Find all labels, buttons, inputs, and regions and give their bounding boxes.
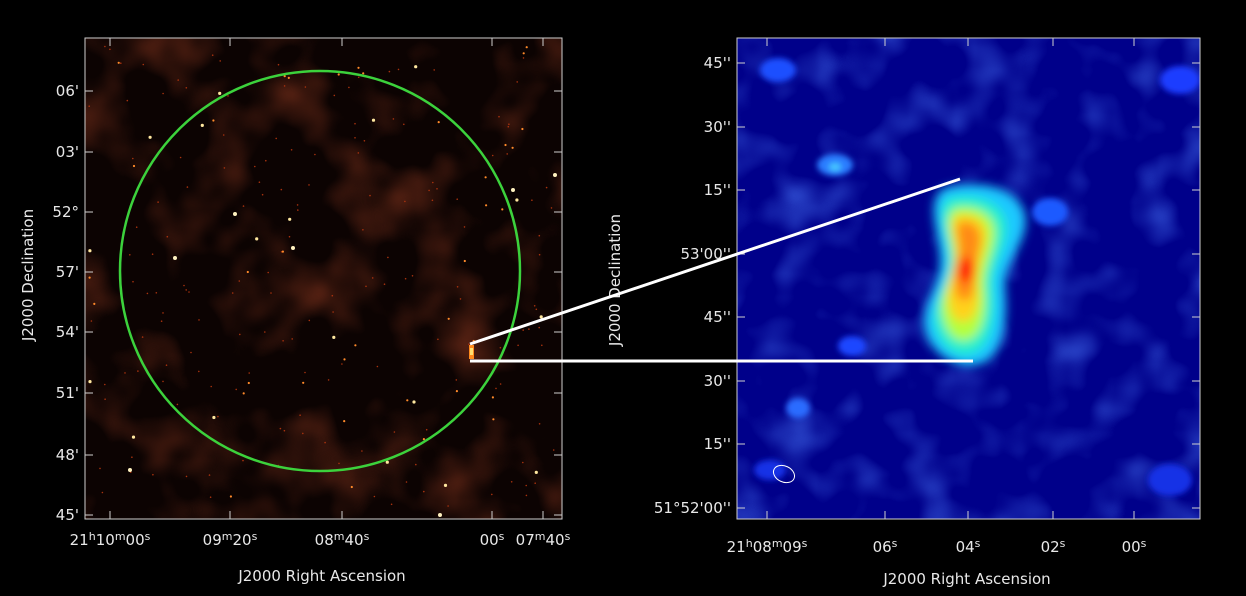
right-x-axis-label: J2000 Right Ascension bbox=[882, 570, 1050, 588]
right-y-tick-labels: 45'' 30'' 15'' 53'00'' 45'' 30'' 15'' 51°52'00'… bbox=[654, 54, 731, 517]
left-y-tick-label: 45' bbox=[56, 506, 79, 524]
tick-label-part: 04 bbox=[956, 538, 975, 556]
tick-label-part: 00 bbox=[480, 531, 499, 549]
tick-label-part: s bbox=[565, 530, 571, 543]
right-x-tick-label: 06s bbox=[873, 537, 898, 556]
left-y-tick-label: 48' bbox=[56, 446, 79, 464]
left-y-tick-label: 54' bbox=[56, 323, 79, 341]
tick-label-part: s bbox=[802, 537, 808, 550]
tick-label-part: 00 bbox=[1122, 538, 1141, 556]
tick-label-part: s bbox=[975, 537, 981, 550]
left-y-tick-labels: 06' 03' 52° 57' 54' 51' 48' 45' bbox=[52, 82, 79, 524]
tick-label-part: s bbox=[145, 530, 151, 543]
left-y-tick-label: 06' bbox=[56, 82, 79, 100]
tick-label-part: 07 bbox=[516, 531, 535, 549]
tick-label-part: m bbox=[115, 530, 126, 543]
left-frame bbox=[84, 37, 563, 520]
tick-label-part: 21 bbox=[727, 538, 746, 556]
tick-label-part: 08 bbox=[753, 538, 772, 556]
left-x-tick-label: 00s bbox=[480, 530, 505, 549]
tick-label-part: 40 bbox=[545, 531, 564, 549]
right-noise-blobs bbox=[754, 58, 1200, 496]
tick-label-part: 08 bbox=[315, 531, 334, 549]
tick-label-part: s bbox=[1060, 537, 1066, 550]
tick-label-part: 02 bbox=[1041, 538, 1060, 556]
left-x-tick-label: 07m40s bbox=[516, 530, 571, 549]
left-y-tick-label: 52° bbox=[52, 203, 79, 221]
right-x-tick-label: 04s bbox=[956, 537, 981, 556]
left-bright-source-core bbox=[470, 348, 473, 355]
tick-label-part: m bbox=[772, 537, 783, 550]
tick-label-part: 06 bbox=[873, 538, 892, 556]
tick-label-part: s bbox=[252, 530, 258, 543]
right-y-tick-label: 30'' bbox=[704, 372, 731, 390]
tick-label-part: h bbox=[746, 537, 753, 550]
tick-label-part: 09 bbox=[783, 538, 802, 556]
left-diffuse-emission bbox=[85, 38, 562, 519]
left-x-axis-label: J2000 Right Ascension bbox=[237, 567, 405, 585]
tick-label-part: 20 bbox=[232, 531, 251, 549]
tick-label-part: h bbox=[89, 530, 96, 543]
right-tick-marks bbox=[737, 38, 1200, 519]
left-y-tick-label: 57' bbox=[56, 263, 79, 281]
left-x-tick-label: 09m20s bbox=[203, 530, 258, 549]
field-of-view-circle bbox=[118, 69, 522, 473]
tick-label-part: 09 bbox=[203, 531, 222, 549]
left-tick-marks bbox=[85, 38, 562, 519]
right-x-tick-labels: 21h08m09s 06s 04s 02s 00s bbox=[727, 537, 1147, 556]
tick-label-part: 00 bbox=[126, 531, 145, 549]
left-point-sources bbox=[88, 45, 557, 517]
right-y-tick-label: 30'' bbox=[704, 118, 731, 136]
right-x-tick-label: 21h08m09s bbox=[727, 537, 808, 556]
right-x-tick-label: 00s bbox=[1122, 537, 1147, 556]
right-y-tick-label: 15'' bbox=[704, 435, 731, 453]
tick-label-part: m bbox=[222, 530, 233, 543]
tick-label-part: 21 bbox=[70, 531, 89, 549]
left-x-tick-labels: 21h10m00s 09m20s 08m40s 00s 07m40s bbox=[70, 530, 571, 549]
left-x-tick-label: 08m40s bbox=[315, 530, 370, 549]
beam-ellipse bbox=[772, 464, 796, 484]
tick-label-part: 40 bbox=[344, 531, 363, 549]
right-y-tick-label: 51°52'00'' bbox=[654, 499, 731, 517]
left-y-tick-label: 03' bbox=[56, 143, 79, 161]
left-y-tick-label: 51' bbox=[56, 384, 79, 402]
tick-label-part: s bbox=[364, 530, 370, 543]
left-x-tick-label: 21h10m00s bbox=[70, 530, 151, 549]
tick-label-part: 10 bbox=[96, 531, 115, 549]
tick-label-part: s bbox=[892, 537, 898, 550]
right-y-axis-label: J2000 Declination bbox=[606, 214, 624, 347]
tick-label-part: m bbox=[535, 530, 546, 543]
right-y-tick-label: 15'' bbox=[704, 181, 731, 199]
right-panel: 45'' 30'' 15'' 53'00'' 45'' 30'' 15'' 51°52'00'… bbox=[606, 37, 1201, 588]
right-y-tick-label: 45'' bbox=[704, 54, 731, 72]
left-y-axis-label: J2000 Declination bbox=[19, 209, 37, 342]
left-panel: 06'03'52°57'54'51'48'45' 21h10m00s 09m20s… bbox=[19, 37, 571, 585]
right-y-tick-label: 45'' bbox=[704, 308, 731, 326]
tick-label-part: m bbox=[334, 530, 345, 543]
zoom-connector-upper bbox=[469, 177, 961, 346]
right-x-tick-label: 02s bbox=[1041, 537, 1066, 556]
radio-source-contours bbox=[924, 184, 1026, 366]
tick-label-part: s bbox=[499, 530, 505, 543]
tick-label-part: s bbox=[1141, 537, 1147, 550]
right-y-tick-label: 53'00'' bbox=[680, 245, 731, 263]
